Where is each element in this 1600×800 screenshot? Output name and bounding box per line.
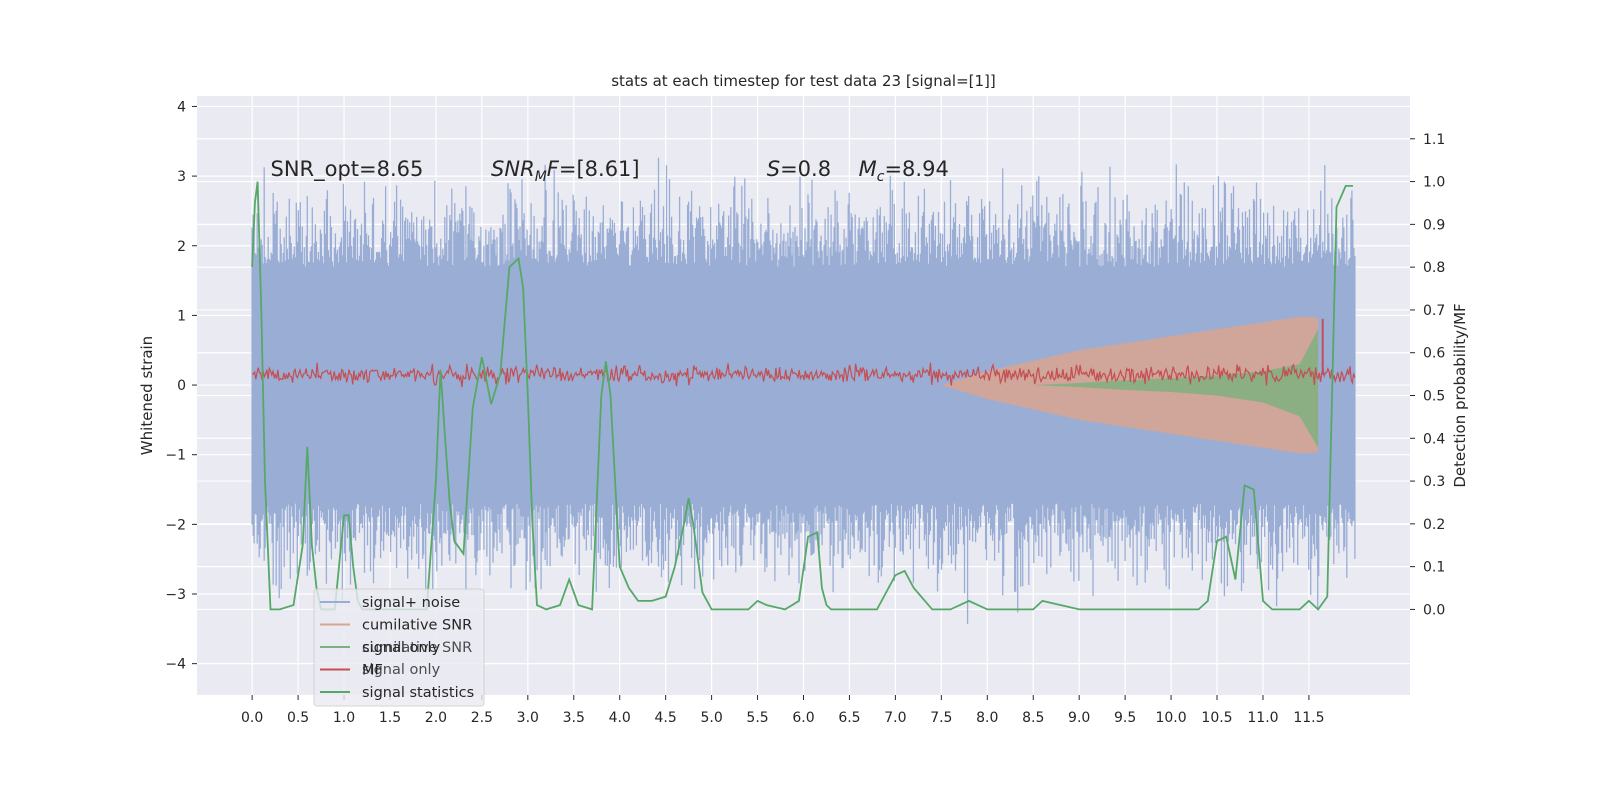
x-tick-label: 10.0 — [1155, 710, 1186, 726]
x-tick-label: 4.0 — [609, 710, 631, 726]
y-right-tick-label: 1.1 — [1423, 132, 1445, 148]
legend-label: cumilative SNR — [362, 618, 472, 634]
y-right-tick-label: 0.7 — [1423, 303, 1445, 319]
y-right-tick-label: 0.0 — [1423, 602, 1445, 618]
mf-series — [252, 318, 1356, 388]
legend-ghost-label: cumilative SNR — [362, 640, 472, 656]
y-tick-label: −3 — [165, 587, 186, 603]
chart-title: stats at each timestep for test data 23 … — [611, 72, 996, 90]
x-tick-label: 9.0 — [1068, 710, 1090, 726]
y-tick-label: 0 — [177, 378, 186, 394]
y-tick-label: −1 — [165, 448, 186, 464]
x-tick-label: 6.5 — [838, 710, 860, 726]
legend-box — [313, 588, 485, 707]
y-axis-label-left: Whitened strain — [138, 336, 156, 455]
y-tick-label: −2 — [165, 517, 186, 533]
x-tick-label: 9.5 — [1114, 710, 1136, 726]
y-right-tick-label: 1.0 — [1423, 175, 1445, 191]
signal-statistics-line — [251, 181, 1353, 611]
x-tick-label: 2.5 — [471, 710, 493, 726]
y-right-tick-label: 0.3 — [1423, 474, 1445, 490]
annotations: SNR_opt=8.65 SNRMF=[8.61] S=0.8 Mc=8.94 — [271, 157, 949, 185]
x-tick-label: 11.0 — [1247, 710, 1278, 726]
x-tick-label: 3.5 — [563, 710, 585, 726]
legend-ghost-label: signal only — [362, 662, 441, 678]
x-tick-label: 8.5 — [1022, 710, 1044, 726]
x-tick-label: 8.0 — [976, 710, 998, 726]
x-tick-label: 11.5 — [1293, 710, 1324, 726]
y-tick-label: 2 — [177, 239, 186, 255]
x-tick-label: 0.5 — [287, 710, 309, 726]
y-right-tick-label: 0.8 — [1423, 260, 1445, 276]
y-right-tick-label: 0.2 — [1423, 517, 1445, 533]
x-tick-label: 10.5 — [1201, 710, 1232, 726]
x-tick-label: 5.5 — [746, 710, 768, 726]
y-tick-label: 1 — [177, 308, 186, 324]
x-tick-label: 4.5 — [655, 710, 677, 726]
annotation-text: SNRMF=[8.61] — [491, 157, 640, 185]
x-tick-label: 0.0 — [241, 710, 263, 726]
y-right-tick-label: 0.4 — [1423, 431, 1445, 447]
x-tick-label: 5.0 — [700, 710, 722, 726]
y-tick-label: 4 — [177, 99, 186, 115]
y-right-tick-label: 0.9 — [1423, 217, 1445, 233]
y-right-tick-label: 0.6 — [1423, 346, 1445, 362]
annotation-text: Mc=8.94 — [859, 157, 949, 185]
x-tick-label: 6.0 — [792, 710, 814, 726]
x-tick-label: 7.5 — [930, 710, 952, 726]
legend-label: MF — [362, 663, 383, 679]
y-axis-label-right: Detection probability/MF — [1451, 303, 1469, 487]
envelope-series — [941, 316, 1319, 454]
legend-label: signal statistics — [362, 685, 474, 701]
x-tick-label: 3.0 — [517, 710, 539, 726]
y-tick-label: 3 — [177, 169, 186, 185]
legend-label: signal only — [362, 640, 441, 656]
x-tick-label: 2.0 — [425, 710, 447, 726]
signal-statistics-series — [251, 181, 1353, 611]
annotation-text: SNR_opt=8.65 — [271, 157, 424, 182]
axes: 0.0 0.5 1.0 1.5 2.0 2.5 3.0 3.5 4.0 4.5 5.0 5.5 6.0 6… — [165, 99, 1445, 726]
y-right-tick-label: 0.1 — [1423, 560, 1445, 576]
mf-line — [252, 362, 1356, 388]
x-tick-label: 7.0 — [884, 710, 906, 726]
annotation-text: S=0.8 — [767, 157, 831, 181]
x-tick-label: 1.5 — [379, 710, 401, 726]
x-tick-label: 1.0 — [333, 710, 355, 726]
y-right-tick-label: 0.5 — [1423, 389, 1445, 405]
signal-only-envelope — [1033, 329, 1319, 448]
legend-label: signal+ noise — [362, 595, 460, 611]
y-tick-label: −4 — [165, 657, 186, 673]
